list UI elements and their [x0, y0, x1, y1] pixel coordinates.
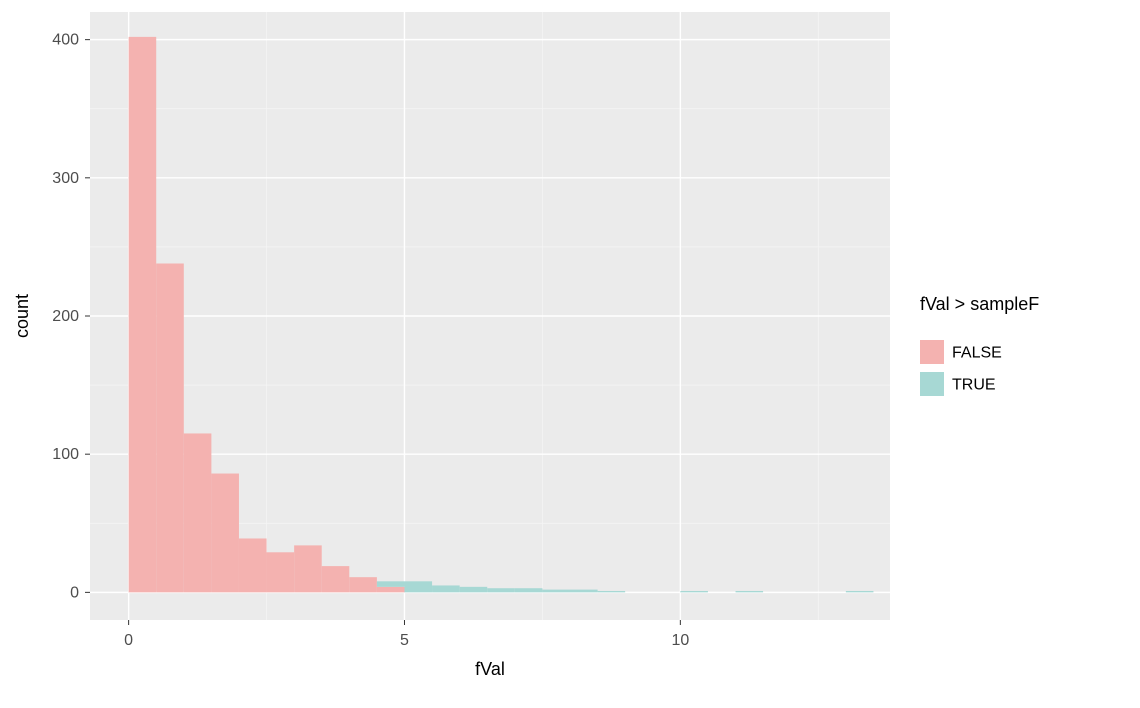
bar-true — [736, 591, 764, 592]
bar-true — [542, 590, 570, 593]
bar-false — [129, 37, 157, 592]
chart-container: 0 5 10 fVal 0 100 200 300 400 count fVal > sampleF… — [0, 0, 1140, 708]
legend-swatch — [920, 340, 944, 364]
bar-false — [322, 566, 350, 592]
bar-true — [570, 590, 598, 593]
bar-false — [211, 474, 239, 593]
y-axis-title: count — [12, 294, 32, 338]
x-tick-label: 10 — [671, 632, 689, 649]
y-tick-label: 0 — [70, 584, 79, 601]
y-tick-label: 200 — [52, 308, 79, 325]
bar-false — [267, 552, 295, 592]
x-axis-title: fVal — [475, 659, 505, 679]
y-tick-label: 300 — [52, 170, 79, 187]
histogram-svg: 0 5 10 fVal 0 100 200 300 400 count fVal > sampleF… — [0, 0, 1140, 708]
bar-true — [404, 581, 432, 592]
bar-true — [487, 588, 515, 592]
bar-false — [156, 263, 184, 592]
bar-true — [432, 585, 460, 592]
bar-false — [239, 538, 267, 592]
bar-true — [598, 591, 626, 592]
legend-label: TRUE — [952, 376, 996, 393]
legend: fVal > sampleF FALSE TRUE — [920, 294, 1039, 396]
bar-false — [184, 433, 212, 592]
bar-false — [349, 577, 377, 592]
legend-label: FALSE — [952, 344, 1002, 361]
bar-true — [377, 581, 405, 587]
bar-false — [294, 545, 322, 592]
bar-true — [460, 587, 488, 593]
bar-false — [377, 587, 405, 593]
x-tick-label: 5 — [400, 632, 409, 649]
x-axis: 0 5 10 — [124, 620, 689, 649]
legend-swatch — [920, 372, 944, 396]
bar-true — [846, 591, 874, 592]
bar-true — [515, 588, 543, 592]
y-tick-label: 400 — [52, 32, 79, 49]
y-axis: 0 100 200 300 400 — [52, 32, 90, 602]
y-tick-label: 100 — [52, 446, 79, 463]
x-tick-label: 0 — [124, 632, 133, 649]
legend-title: fVal > sampleF — [920, 294, 1039, 314]
bar-true — [680, 591, 708, 592]
